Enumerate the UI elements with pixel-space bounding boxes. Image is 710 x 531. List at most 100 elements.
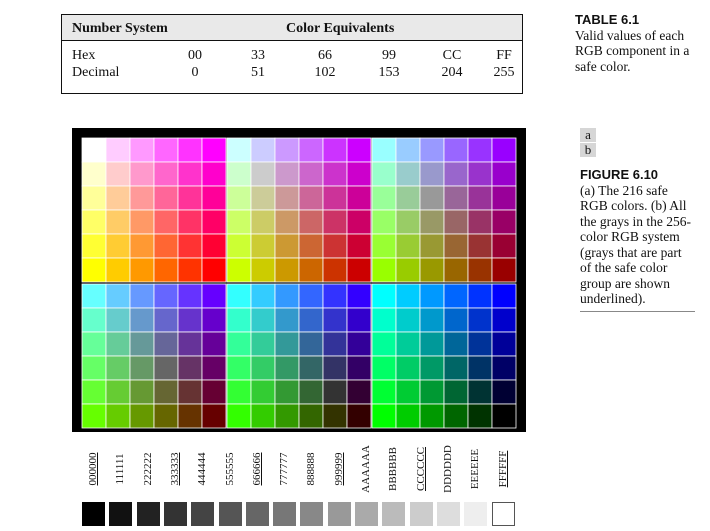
color-swatch	[491, 355, 517, 381]
color-swatch	[153, 403, 179, 429]
color-swatch	[250, 331, 276, 357]
color-swatch	[153, 379, 179, 405]
gray-swatch	[163, 502, 187, 526]
color-swatch	[153, 137, 179, 163]
color-swatch	[371, 233, 397, 259]
color-swatch	[419, 355, 445, 381]
color-swatch	[491, 403, 517, 429]
table-cell: 51	[251, 65, 265, 80]
color-swatch	[129, 209, 155, 235]
color-swatch	[491, 209, 517, 235]
color-swatch	[226, 257, 252, 283]
panel-label-b: b	[580, 143, 596, 157]
color-swatch	[467, 185, 493, 211]
color-swatch	[226, 137, 252, 163]
gray-label: 555555	[220, 440, 240, 498]
color-swatch	[298, 257, 324, 283]
color-swatch	[81, 355, 107, 381]
gray-swatch	[218, 502, 242, 526]
color-swatch	[371, 331, 397, 357]
gray-label: 111111	[110, 440, 130, 498]
color-swatch	[371, 403, 397, 429]
gray-label-text: 444444	[196, 452, 209, 486]
color-swatch	[443, 379, 469, 405]
color-swatch	[226, 331, 252, 357]
color-swatch	[443, 355, 469, 381]
color-swatch	[491, 185, 517, 211]
gray-label-text: 999999	[332, 452, 345, 486]
color-swatch	[153, 185, 179, 211]
color-swatch	[298, 137, 324, 163]
color-swatch	[346, 161, 372, 187]
color-swatch	[346, 283, 372, 309]
gray-label: 666666	[247, 440, 267, 498]
gray-swatch	[464, 502, 488, 526]
table-cell: 00	[188, 48, 202, 63]
gray-label-text: CCCCCC	[414, 446, 427, 492]
color-swatch	[177, 403, 203, 429]
color-swatch	[346, 355, 372, 381]
color-swatch	[443, 161, 469, 187]
color-swatch	[467, 331, 493, 357]
color-swatch	[346, 233, 372, 259]
color-swatch	[298, 161, 324, 187]
gray-swatch	[245, 502, 269, 526]
color-swatch	[419, 307, 445, 333]
color-swatch	[298, 355, 324, 381]
color-swatch	[322, 379, 348, 405]
color-swatch	[395, 379, 421, 405]
color-swatch	[395, 257, 421, 283]
color-swatch	[177, 307, 203, 333]
color-swatch	[201, 257, 227, 283]
color-swatch	[395, 137, 421, 163]
color-swatch	[81, 185, 107, 211]
gray-label: BBBBBB	[383, 440, 403, 498]
color-swatch	[274, 379, 300, 405]
color-swatch	[395, 185, 421, 211]
color-swatch	[250, 403, 276, 429]
color-swatch	[81, 209, 107, 235]
color-swatch	[346, 137, 372, 163]
color-swatch	[274, 355, 300, 381]
color-swatch	[371, 209, 397, 235]
gray-label-text: BBBBBB	[387, 446, 400, 492]
color-swatch	[177, 185, 203, 211]
color-swatch	[395, 161, 421, 187]
color-swatch	[371, 355, 397, 381]
color-swatch	[322, 185, 348, 211]
color-swatch	[105, 379, 131, 405]
color-swatch	[419, 379, 445, 405]
color-swatch	[274, 283, 300, 309]
color-swatch	[298, 233, 324, 259]
color-swatch	[395, 331, 421, 357]
color-swatch	[419, 331, 445, 357]
gray-swatch	[355, 502, 378, 526]
figure-caption-title: FIGURE 6.10	[580, 167, 659, 182]
color-swatch	[419, 161, 445, 187]
color-swatch	[298, 379, 324, 405]
color-swatch	[491, 137, 517, 163]
color-swatch	[250, 185, 276, 211]
color-swatch	[250, 161, 276, 187]
color-swatch	[443, 403, 469, 429]
color-swatch	[129, 355, 155, 381]
gray-label-text: 555555	[223, 452, 236, 486]
color-swatch	[491, 257, 517, 283]
color-swatch	[250, 307, 276, 333]
color-swatch	[419, 283, 445, 309]
color-swatch	[491, 283, 517, 309]
color-swatch	[346, 379, 372, 405]
color-swatch	[274, 331, 300, 357]
color-swatch	[298, 331, 324, 357]
color-swatch	[298, 307, 324, 333]
color-swatch	[201, 283, 227, 309]
color-swatch	[226, 233, 252, 259]
color-swatch	[322, 161, 348, 187]
color-swatch	[129, 307, 155, 333]
color-equivalents-table: Number System Color Equivalents Hex 00 3…	[61, 14, 523, 94]
gray-label: DDDDDD	[438, 440, 458, 498]
gray-label-text: 222222	[141, 452, 154, 486]
color-swatch	[201, 161, 227, 187]
color-swatch	[274, 209, 300, 235]
color-swatch	[177, 283, 203, 309]
